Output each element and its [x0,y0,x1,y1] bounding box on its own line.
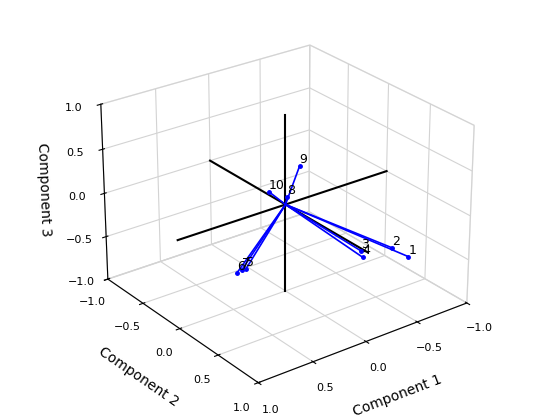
Y-axis label: Component 2: Component 2 [96,344,181,409]
X-axis label: Component 1: Component 1 [351,372,444,419]
